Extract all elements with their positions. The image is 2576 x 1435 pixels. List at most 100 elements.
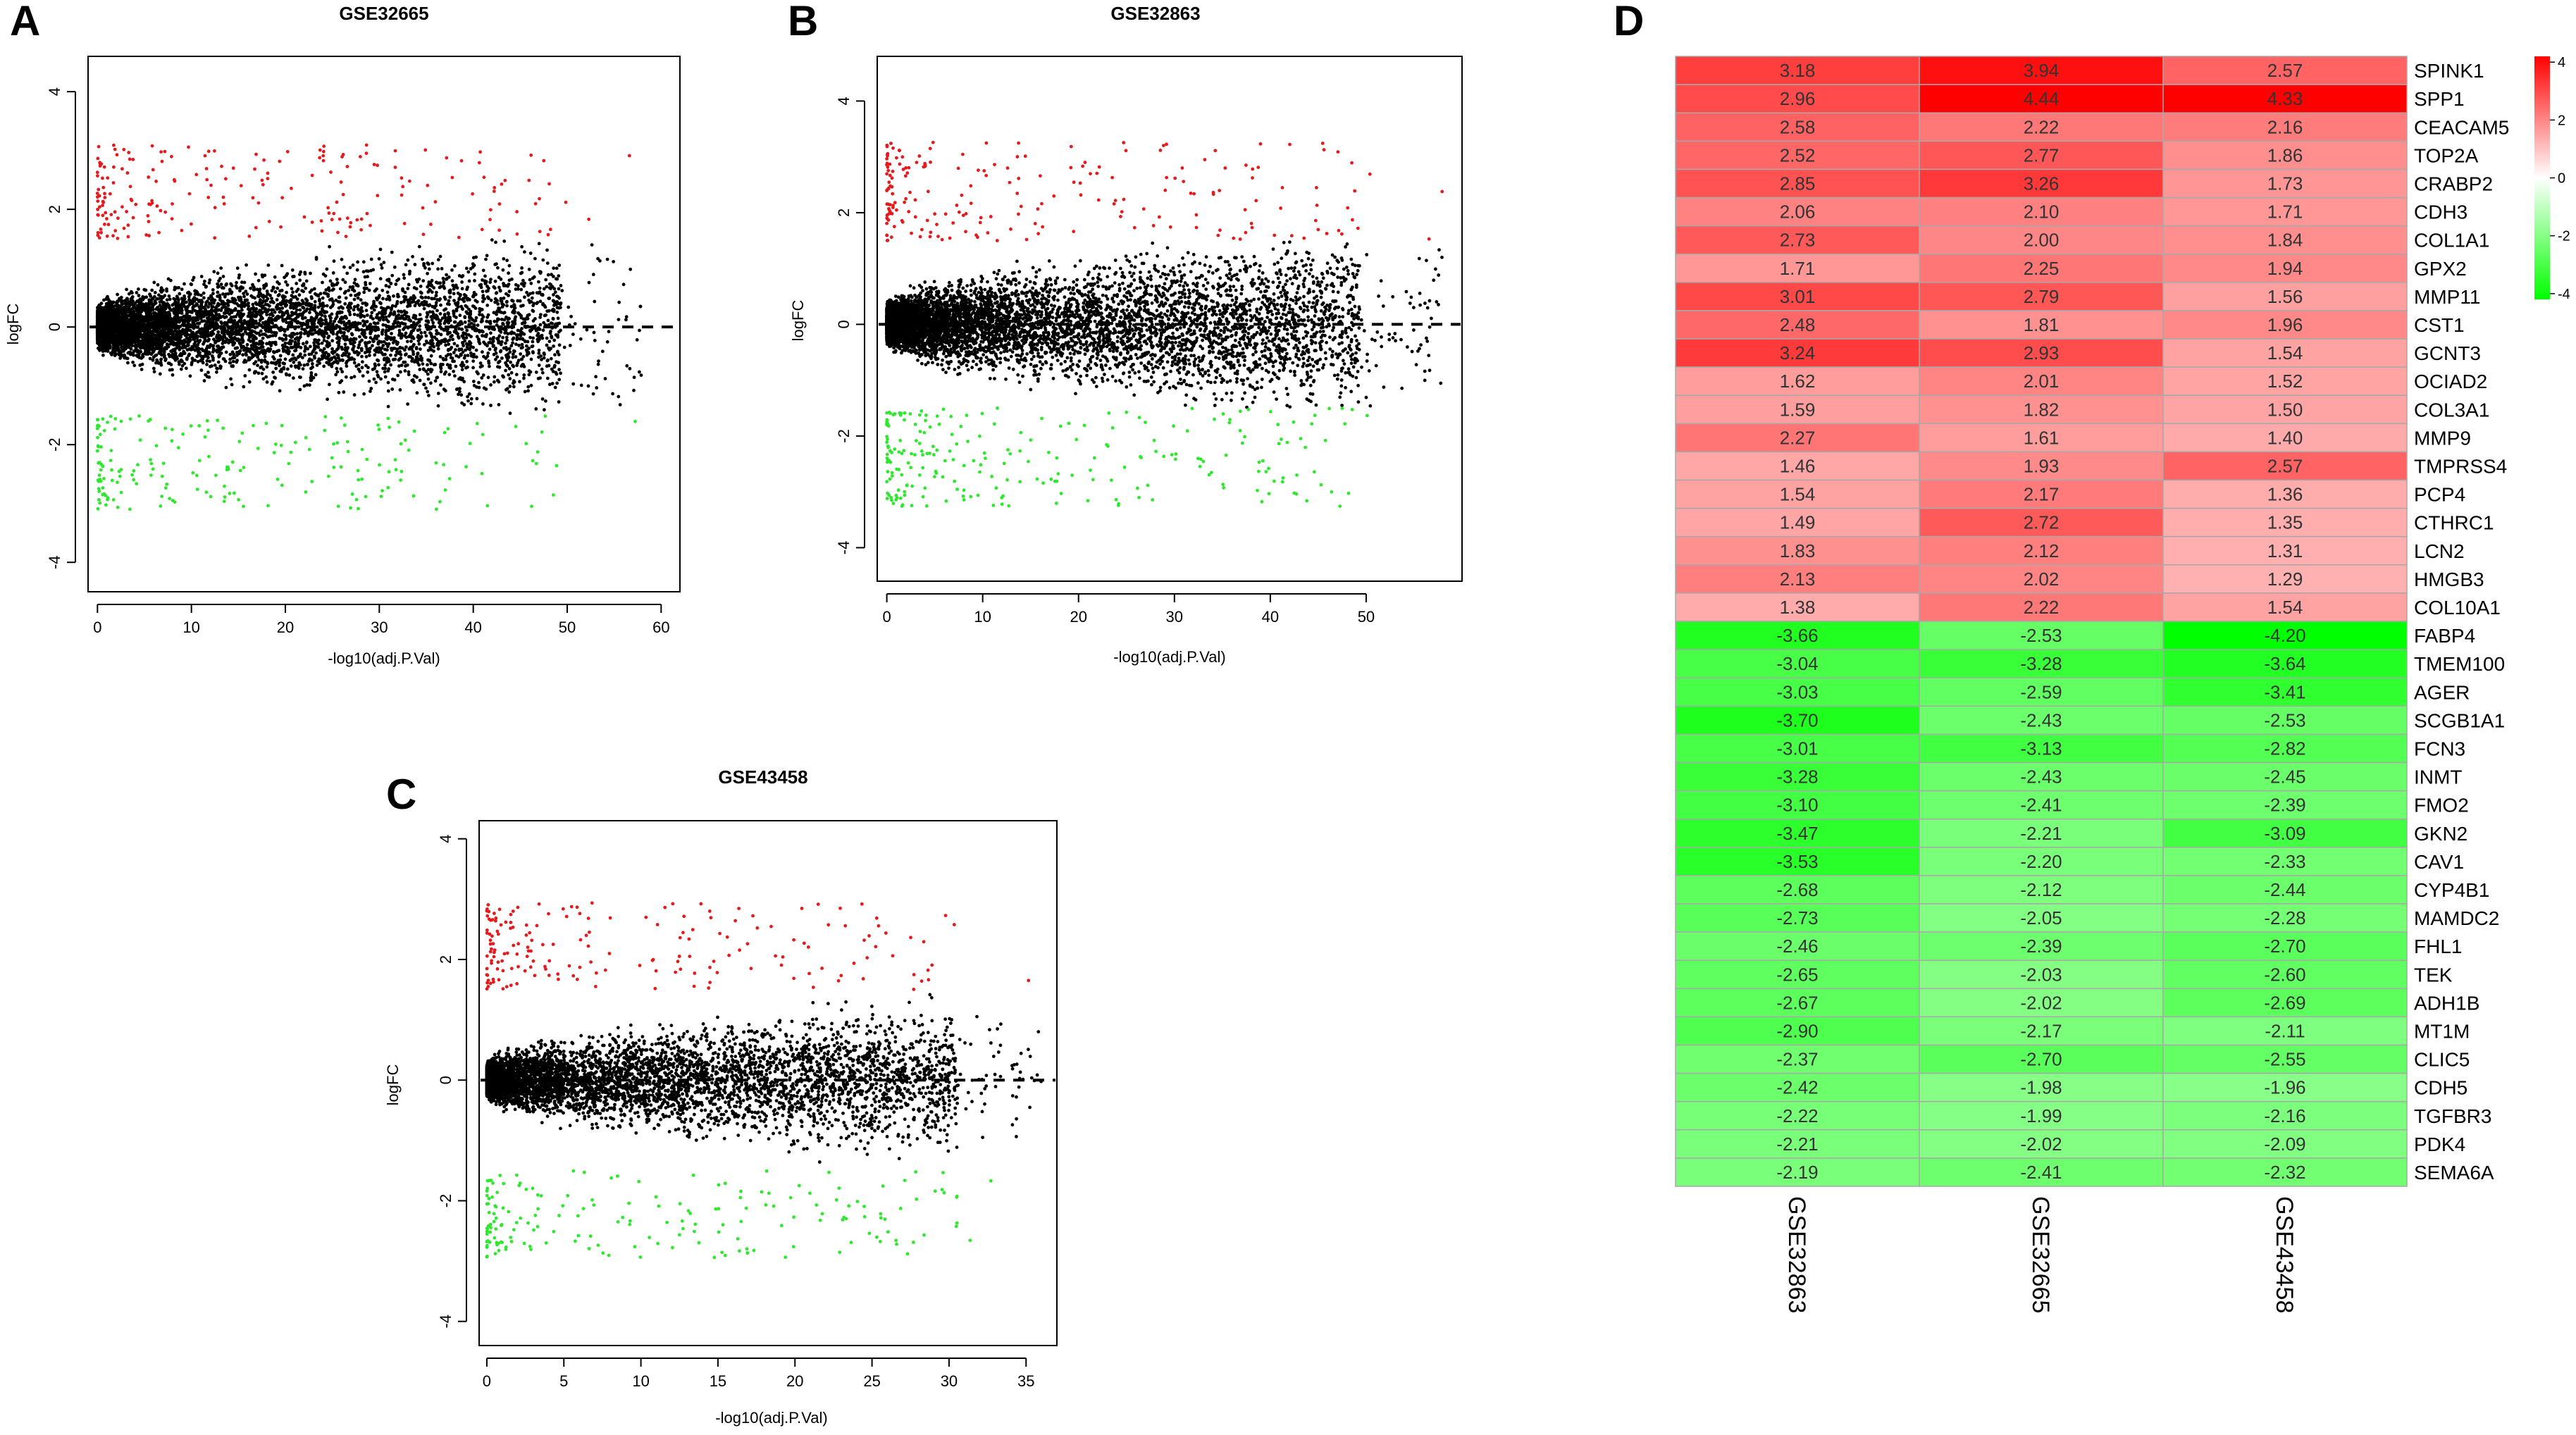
volcano-point-a (426, 377, 431, 381)
volcano-point-a (216, 282, 220, 286)
volcano-point-a (224, 385, 228, 390)
volcano-point-a (523, 250, 526, 254)
volcano-point-a (280, 483, 284, 487)
volcano-point-a (413, 263, 417, 266)
volcano-point-a (540, 371, 545, 375)
volcano-point-a (519, 352, 523, 356)
volcano-point-a (344, 375, 348, 379)
volcano-point-a (116, 505, 120, 509)
volcano-point-a (247, 380, 252, 384)
volcano-point-a (537, 355, 540, 359)
volcano-point-a (285, 290, 288, 294)
volcano-point-a (206, 428, 210, 433)
volcano-point-a (290, 345, 295, 349)
panel-label-a: A (10, 0, 40, 44)
volcano-point-a (147, 304, 151, 308)
volcano-point-a (618, 403, 622, 406)
volcano-point-a (322, 364, 326, 368)
volcano-point-a (388, 425, 391, 429)
volcano-point-a (468, 442, 472, 445)
volcano-point-a (468, 314, 471, 318)
volcano-point-a (249, 344, 254, 347)
volcano-point-a (421, 362, 425, 366)
volcano-point-a (321, 154, 326, 158)
volcano-point-a (221, 426, 225, 430)
volcano-point-a (542, 356, 546, 360)
volcano-point-a (423, 330, 427, 335)
volcano-point-a (191, 278, 194, 282)
volcano-point-a (241, 353, 244, 357)
volcano-point-a (511, 355, 515, 359)
volcano-point-a (99, 230, 104, 235)
volcano-point-a (451, 337, 454, 342)
volcano-point-a (339, 416, 343, 420)
volcano-point-a (219, 266, 223, 270)
volcano-point-a (349, 220, 353, 225)
volcano-point-a (101, 417, 105, 421)
volcano-point-a (327, 362, 331, 366)
volcano-point-a (211, 305, 215, 309)
volcano-point-a (208, 359, 212, 364)
volcano-point-a (395, 278, 399, 282)
volcano-point-a (430, 290, 434, 294)
volcano-point-a (457, 235, 461, 240)
volcano-point-a (154, 301, 158, 305)
volcano-point-a (352, 375, 357, 378)
volcano-point-a (597, 359, 600, 363)
volcano-point-a (483, 342, 488, 346)
volcano-point-a (164, 347, 168, 351)
volcano-point-a (347, 288, 351, 292)
volcano-point-a (95, 170, 99, 175)
volcano-point-a (426, 363, 429, 367)
volcano-point-a (485, 290, 488, 293)
volcano-point-a (328, 244, 331, 249)
volcano-point-a (284, 334, 288, 338)
volcano-point-a (348, 266, 352, 270)
volcano-point-a (404, 345, 408, 349)
volcano-point-a (335, 441, 340, 445)
volcano-point-a (504, 341, 507, 345)
volcano-point-a (497, 334, 502, 338)
volcano-point-a (243, 374, 247, 378)
volcano-point-a (146, 213, 150, 218)
volcano-point-a (457, 348, 462, 352)
volcano-point-a (234, 333, 238, 336)
volcano-point-a (360, 477, 364, 481)
volcano-point-a (376, 194, 380, 197)
volcano-point-a (103, 196, 107, 199)
volcano-point-a (444, 343, 447, 347)
volcano-point-a (552, 293, 555, 297)
volcano-point-a (471, 192, 474, 196)
volcano-point-a (158, 300, 162, 304)
volcano-point-a (351, 342, 354, 346)
volcano-point-a (386, 389, 390, 393)
volcano-point-a (341, 278, 345, 282)
volcano-point-a (335, 278, 339, 281)
volcano-point-a (292, 304, 296, 309)
volcano-point-a (285, 373, 288, 377)
volcano-point-a (370, 311, 374, 315)
volcano-point-a (387, 306, 390, 309)
volcano-point-a (523, 295, 526, 299)
volcano-point-a (116, 480, 119, 485)
volcano-point-a (384, 333, 388, 337)
volcano-point-a (446, 311, 450, 316)
volcano-point-a (430, 318, 434, 322)
volcano-point-a (117, 469, 121, 473)
volcano-point-a (507, 271, 510, 275)
volcano-point-a (409, 340, 413, 343)
volcano-point-a (311, 365, 314, 369)
volcano-point-a (435, 507, 438, 511)
volcano-point-a (321, 149, 326, 154)
volcano-point-a (556, 294, 560, 299)
volcano-point-a (364, 143, 369, 147)
volcano-point-a (167, 294, 171, 298)
volcano-point-a (309, 271, 312, 275)
volcano-point-a (274, 366, 278, 371)
volcano-point-a (378, 247, 383, 251)
volcano-point-a (452, 292, 456, 296)
volcano-point-a (541, 302, 545, 306)
volcano-point-a (298, 387, 302, 392)
volcano-point-a (356, 313, 359, 317)
volcano-point-a (512, 349, 516, 353)
